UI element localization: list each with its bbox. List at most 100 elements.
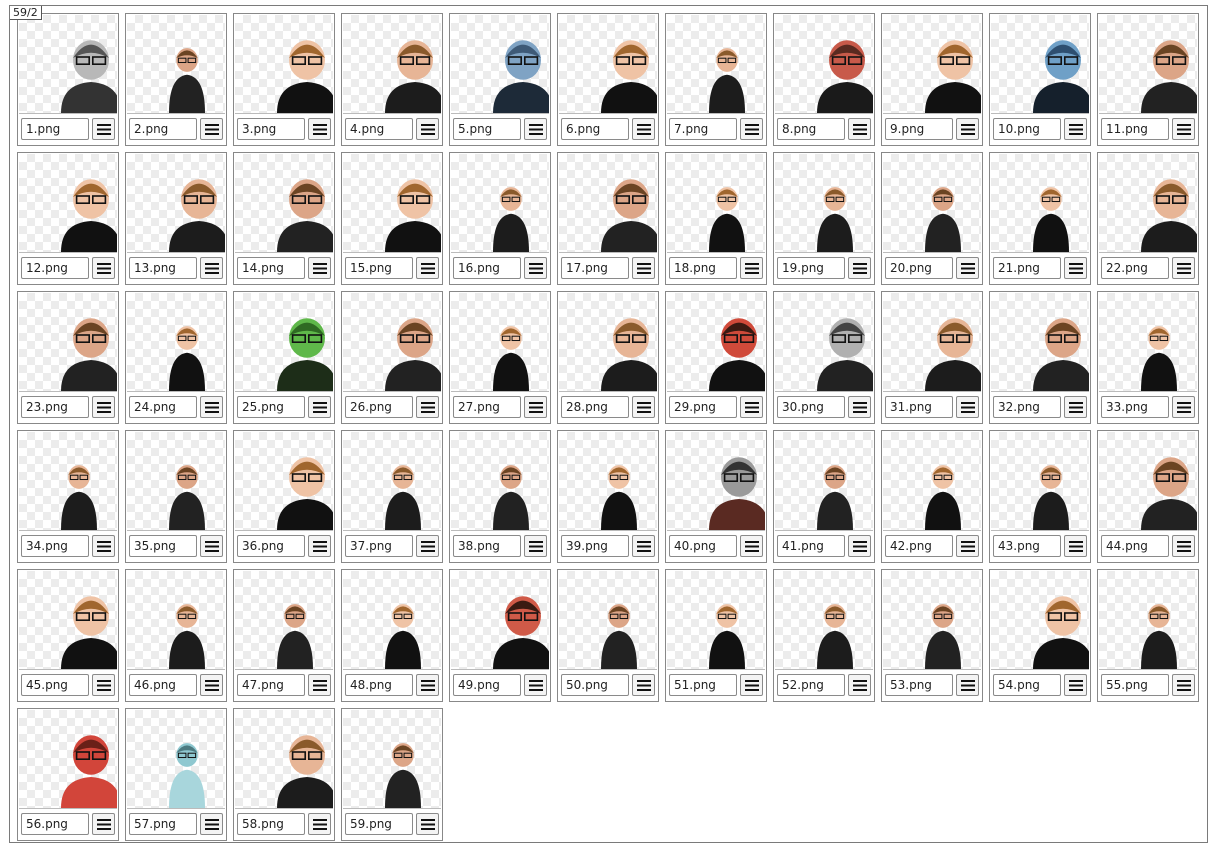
filename-field[interactable]: 44.png bbox=[1101, 535, 1169, 557]
filename-field[interactable]: 59.png bbox=[345, 813, 413, 835]
thumbnail-card[interactable]: 42.png bbox=[881, 430, 983, 563]
thumbnail-image[interactable] bbox=[343, 710, 441, 809]
menu-button[interactable] bbox=[524, 396, 547, 418]
menu-button[interactable] bbox=[1064, 396, 1087, 418]
filename-field[interactable]: 9.png bbox=[885, 118, 953, 140]
thumbnail-card[interactable]: 15.png bbox=[341, 152, 443, 285]
thumbnail-card[interactable]: 14.png bbox=[233, 152, 335, 285]
thumbnail-image[interactable] bbox=[235, 15, 333, 114]
thumbnail-card[interactable]: 35.png bbox=[125, 430, 227, 563]
thumbnail-image[interactable] bbox=[991, 15, 1089, 114]
filename-field[interactable]: 36.png bbox=[237, 535, 305, 557]
filename-field[interactable]: 26.png bbox=[345, 396, 413, 418]
thumbnail-card[interactable]: 31.png bbox=[881, 291, 983, 424]
filename-field[interactable]: 7.png bbox=[669, 118, 737, 140]
thumbnail-image[interactable] bbox=[667, 293, 765, 392]
thumbnail-card[interactable]: 50.png bbox=[557, 569, 659, 702]
thumbnail-image[interactable] bbox=[343, 15, 441, 114]
thumbnail-image[interactable] bbox=[19, 432, 117, 531]
thumbnail-image[interactable] bbox=[775, 154, 873, 253]
thumbnail-card[interactable]: 54.png bbox=[989, 569, 1091, 702]
thumbnail-card[interactable]: 56.png bbox=[17, 708, 119, 841]
filename-field[interactable]: 8.png bbox=[777, 118, 845, 140]
thumbnail-card[interactable]: 59.png bbox=[341, 708, 443, 841]
filename-field[interactable]: 45.png bbox=[21, 674, 89, 696]
thumbnail-image[interactable] bbox=[451, 154, 549, 253]
thumbnail-image[interactable] bbox=[1099, 571, 1197, 670]
menu-button[interactable] bbox=[1172, 674, 1195, 696]
filename-field[interactable]: 6.png bbox=[561, 118, 629, 140]
menu-button[interactable] bbox=[1064, 535, 1087, 557]
thumbnail-card[interactable]: 10.png bbox=[989, 13, 1091, 146]
filename-field[interactable]: 51.png bbox=[669, 674, 737, 696]
filename-field[interactable]: 4.png bbox=[345, 118, 413, 140]
thumbnail-card[interactable]: 58.png bbox=[233, 708, 335, 841]
thumbnail-image[interactable] bbox=[19, 571, 117, 670]
filename-field[interactable]: 17.png bbox=[561, 257, 629, 279]
thumbnail-image[interactable] bbox=[127, 15, 225, 114]
filename-field[interactable]: 28.png bbox=[561, 396, 629, 418]
thumbnail-card[interactable]: 43.png bbox=[989, 430, 1091, 563]
thumbnail-image[interactable] bbox=[451, 293, 549, 392]
thumbnail-card[interactable]: 18.png bbox=[665, 152, 767, 285]
menu-button[interactable] bbox=[956, 257, 979, 279]
menu-button[interactable] bbox=[200, 674, 223, 696]
thumbnail-card[interactable]: 37.png bbox=[341, 430, 443, 563]
thumbnail-card[interactable]: 51.png bbox=[665, 569, 767, 702]
filename-field[interactable]: 31.png bbox=[885, 396, 953, 418]
thumbnail-card[interactable]: 36.png bbox=[233, 430, 335, 563]
thumbnail-image[interactable] bbox=[775, 15, 873, 114]
filename-field[interactable]: 21.png bbox=[993, 257, 1061, 279]
menu-button[interactable] bbox=[956, 396, 979, 418]
thumbnail-card[interactable]: 38.png bbox=[449, 430, 551, 563]
filename-field[interactable]: 12.png bbox=[21, 257, 89, 279]
thumbnail-image[interactable] bbox=[667, 571, 765, 670]
thumbnail-card[interactable]: 28.png bbox=[557, 291, 659, 424]
thumbnail-image[interactable] bbox=[127, 154, 225, 253]
filename-field[interactable]: 15.png bbox=[345, 257, 413, 279]
thumbnail-image[interactable] bbox=[991, 154, 1089, 253]
menu-button[interactable] bbox=[1064, 257, 1087, 279]
menu-button[interactable] bbox=[308, 813, 331, 835]
thumbnail-image[interactable] bbox=[235, 710, 333, 809]
menu-button[interactable] bbox=[740, 396, 763, 418]
menu-button[interactable] bbox=[632, 396, 655, 418]
thumbnail-image[interactable] bbox=[1099, 15, 1197, 114]
thumbnail-card[interactable]: 16.png bbox=[449, 152, 551, 285]
thumbnail-card[interactable]: 17.png bbox=[557, 152, 659, 285]
filename-field[interactable]: 47.png bbox=[237, 674, 305, 696]
filename-field[interactable]: 38.png bbox=[453, 535, 521, 557]
thumbnail-image[interactable] bbox=[19, 154, 117, 253]
filename-field[interactable]: 1.png bbox=[21, 118, 89, 140]
thumbnail-image[interactable] bbox=[883, 571, 981, 670]
menu-button[interactable] bbox=[416, 674, 439, 696]
menu-button[interactable] bbox=[632, 118, 655, 140]
thumbnail-card[interactable]: 23.png bbox=[17, 291, 119, 424]
menu-button[interactable] bbox=[1172, 257, 1195, 279]
thumbnail-card[interactable]: 41.png bbox=[773, 430, 875, 563]
thumbnail-card[interactable]: 11.png bbox=[1097, 13, 1199, 146]
menu-button[interactable] bbox=[848, 257, 871, 279]
menu-button[interactable] bbox=[200, 535, 223, 557]
thumbnail-image[interactable] bbox=[883, 293, 981, 392]
thumbnail-image[interactable] bbox=[235, 154, 333, 253]
thumbnail-image[interactable] bbox=[1099, 154, 1197, 253]
menu-button[interactable] bbox=[740, 674, 763, 696]
menu-button[interactable] bbox=[92, 535, 115, 557]
thumbnail-card[interactable]: 44.png bbox=[1097, 430, 1199, 563]
thumbnail-image[interactable] bbox=[1099, 293, 1197, 392]
menu-button[interactable] bbox=[92, 118, 115, 140]
thumbnail-card[interactable]: 20.png bbox=[881, 152, 983, 285]
menu-button[interactable] bbox=[308, 674, 331, 696]
filename-field[interactable]: 35.png bbox=[129, 535, 197, 557]
filename-field[interactable]: 24.png bbox=[129, 396, 197, 418]
menu-button[interactable] bbox=[416, 396, 439, 418]
filename-field[interactable]: 14.png bbox=[237, 257, 305, 279]
thumbnail-image[interactable] bbox=[127, 432, 225, 531]
filename-field[interactable]: 53.png bbox=[885, 674, 953, 696]
thumbnail-image[interactable] bbox=[991, 571, 1089, 670]
thumbnail-image[interactable] bbox=[775, 293, 873, 392]
thumbnail-card[interactable]: 8.png bbox=[773, 13, 875, 146]
menu-button[interactable] bbox=[848, 396, 871, 418]
filename-field[interactable]: 37.png bbox=[345, 535, 413, 557]
